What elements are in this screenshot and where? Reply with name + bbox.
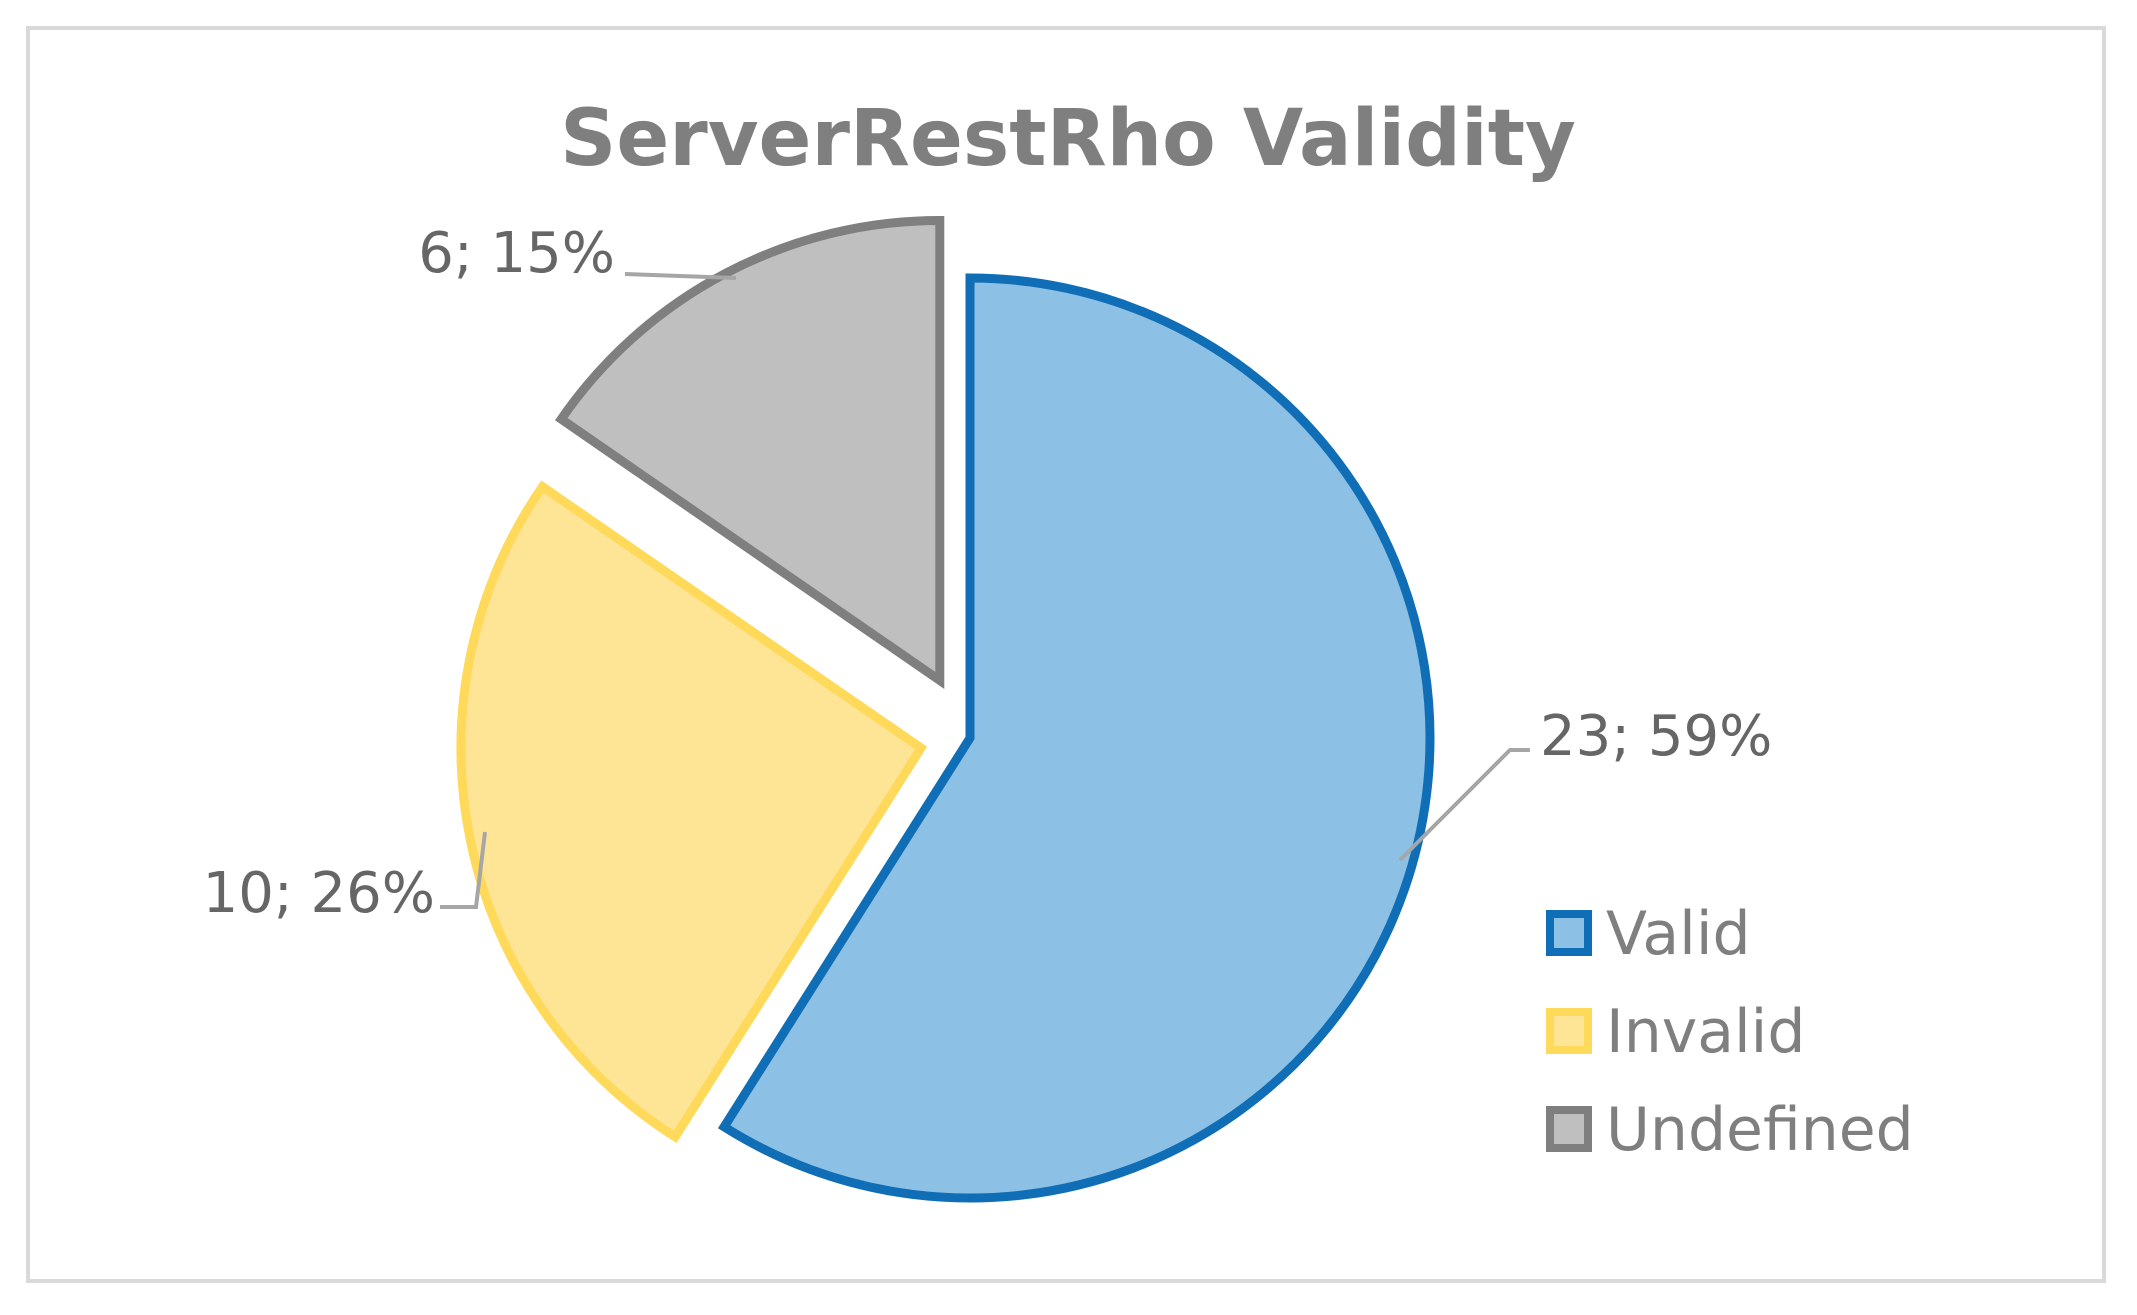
legend-swatch-undefined <box>1546 1106 1592 1152</box>
data-label-valid: 23; 59% <box>1540 704 1772 769</box>
leader-lines <box>440 272 1530 909</box>
slice-undefined <box>554 215 945 690</box>
legend-swatch-valid <box>1546 910 1592 956</box>
legend-label-invalid: Invalid <box>1606 997 1805 1067</box>
data-label-undefined: 6; 15% <box>418 221 615 286</box>
slice-valid <box>717 273 1435 1203</box>
chart-title: ServerRestRho Validity <box>560 94 1576 184</box>
data-label-invalid: 10; 26% <box>203 861 435 926</box>
legend-label-valid: Valid <box>1606 899 1751 969</box>
data-labels: 23; 59% 10; 26% 6; 15% <box>203 221 1773 926</box>
pie-slices <box>456 215 1435 1203</box>
leader-line-invalid <box>440 831 487 909</box>
legend-label-undefined: Undefined <box>1606 1095 1914 1165</box>
leader-line-undefined <box>624 272 737 280</box>
slice-invalid <box>456 480 928 1144</box>
legend: Valid Invalid Undefined <box>1546 899 1914 1165</box>
legend-swatch-invalid <box>1546 1008 1592 1054</box>
leader-line-valid <box>1398 748 1530 862</box>
